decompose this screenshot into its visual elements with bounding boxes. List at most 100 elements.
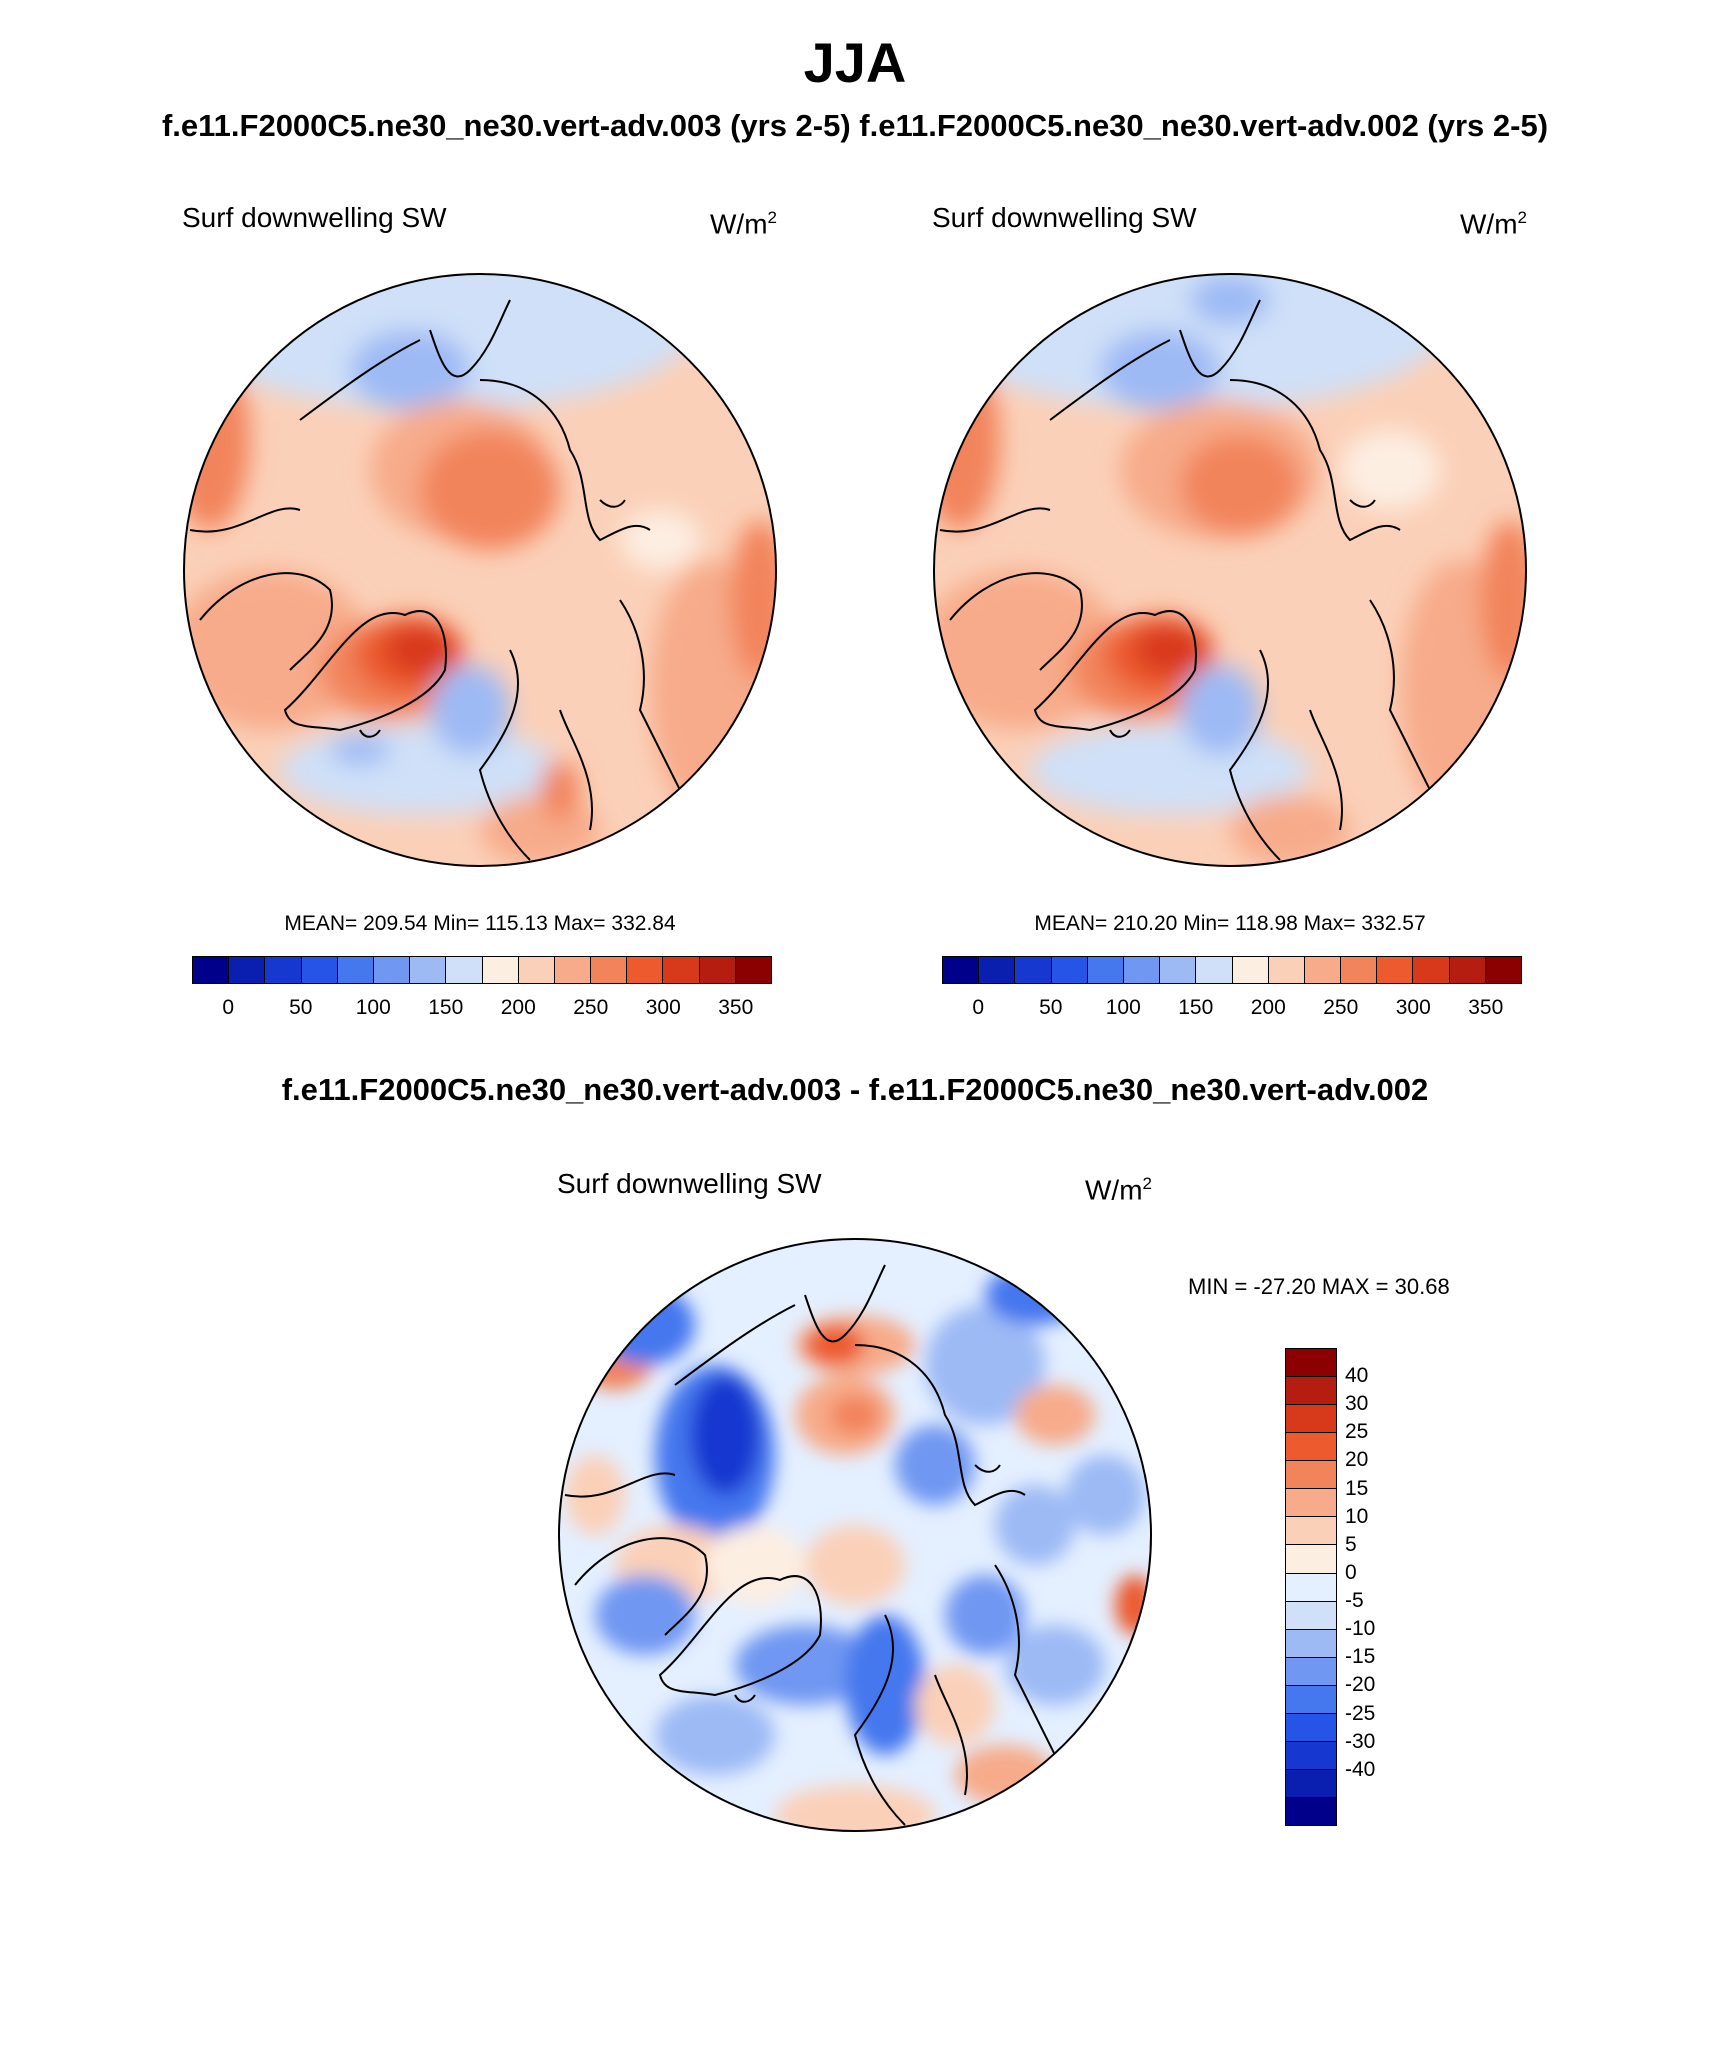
panel1-units: W/m2	[710, 208, 777, 240]
difference-colorbar-tick-label: 0	[1345, 1560, 1357, 1584]
panel1-colorbar-swatch	[301, 957, 338, 983]
difference-title: f.e11.F2000C5.ne30_ne30.vert-adv.003 - f…	[281, 1072, 1429, 1107]
panel1-colorbar-swatch	[482, 957, 519, 983]
panel1-colorbar-swatch	[337, 957, 374, 983]
panel2-colorbar-swatch	[1196, 957, 1233, 983]
difference-colorbar-tick-label: 5	[1345, 1532, 1357, 1556]
difference-colorbar-swatch	[1286, 1601, 1336, 1630]
panel1-polar-map	[183, 273, 777, 867]
panel1-colorbar-swatch	[373, 957, 411, 983]
panel2-colorbar-tick-label: 150	[1178, 996, 1214, 1019]
difference-colorbar-swatch	[1286, 1573, 1336, 1602]
difference-colorbar-tick-label: -10	[1345, 1617, 1376, 1641]
panel1-colorbar-tick-label: 350	[718, 996, 754, 1019]
difference-colorbar-tick-label: 15	[1345, 1476, 1369, 1500]
panel1-colorbar-tick-label: 0	[222, 996, 235, 1019]
difference-colorbar-tick-label: -5	[1345, 1589, 1364, 1613]
panel2-colorbar-swatch	[979, 957, 1016, 983]
panel2-colorbar-tick-label: 300	[1395, 996, 1431, 1019]
panel2-colorbar-tick-label: 250	[1323, 996, 1359, 1019]
panel2-colorbar-swatch	[1268, 957, 1305, 983]
difference-colorbar-tick-label: 40	[1345, 1364, 1369, 1388]
panel1-colorbar-swatch	[699, 957, 736, 983]
difference-colorbar-swatch	[1286, 1798, 1336, 1826]
difference-colorbar-swatch	[1286, 1489, 1336, 1518]
panel1-colorbar-swatch	[446, 957, 483, 983]
difference-colorbar-tick-label: -30	[1345, 1729, 1376, 1753]
panel2-colorbar	[942, 956, 1522, 984]
panel2-colorbar-tick-label: 50	[1039, 996, 1063, 1019]
difference-colorbar-swatch	[1286, 1657, 1336, 1686]
difference-colorbar-tick-label: -40	[1345, 1757, 1376, 1781]
panel2-colorbar-swatch	[1485, 957, 1521, 983]
difference-colorbar	[1285, 1348, 1337, 1826]
panel1-colorbar-tick-label: 250	[573, 996, 609, 1019]
panel1-colorbar-swatch	[410, 957, 447, 983]
panel2-stats: MEAN= 210.20 Min= 118.98 Max= 332.57	[1034, 912, 1426, 935]
panel2-colorbar-tick-label: 100	[1105, 996, 1141, 1019]
panel1-colorbar-tick-label: 100	[355, 996, 391, 1019]
difference-colorbar-ticks: 40 30 25 20 15 10 5 0 -5 -10 -15 -20 -25 -30 -40	[1345, 1348, 1425, 1826]
panel1-colorbar-swatch	[265, 957, 302, 983]
difference-colorbar-swatch	[1286, 1629, 1336, 1658]
panel1-colorbar-swatch	[554, 957, 592, 983]
difference-colorbar-swatch	[1286, 1769, 1336, 1798]
difference-colorbar-swatch	[1286, 1713, 1336, 1742]
panel2-colorbar-swatch	[1449, 957, 1486, 983]
difference-colorbar-tick-label: 10	[1345, 1504, 1369, 1528]
panel2-colorbar-swatch	[1341, 957, 1378, 983]
panel1-colorbar-tick-label: 50	[289, 996, 313, 1019]
panel2-colorbar-tick-label: 0	[972, 996, 985, 1019]
panel2-colorbar-ticks: 0 50 100 150 200 250 300 350	[942, 996, 1522, 1026]
panel1-colorbar-swatch	[518, 957, 555, 983]
panel2-colorbar-swatch	[1232, 957, 1269, 983]
panel1-colorbar-tick-label: 200	[500, 996, 536, 1019]
panel2-polar-map	[933, 273, 1527, 867]
main-title: JJA	[803, 31, 907, 94]
run-subtitle: f.e11.F2000C5.ne30_ne30.vert-adv.003 (yr…	[161, 108, 1549, 143]
difference-colorbar-swatch	[1286, 1517, 1336, 1546]
panel2-colorbar-swatch	[1123, 957, 1161, 983]
panel2-colorbar-swatch	[1015, 957, 1052, 983]
panel1-colorbar-swatch	[193, 957, 230, 983]
difference-colorbar-swatch	[1286, 1405, 1336, 1434]
panel3-stats: MIN = -27.20 MAX = 30.68	[1188, 1274, 1450, 1299]
panel2-colorbar-swatch	[943, 957, 980, 983]
difference-colorbar-tick-label: 30	[1345, 1392, 1369, 1416]
panel1-colorbar-tick-label: 300	[645, 996, 681, 1019]
difference-colorbar-swatch	[1286, 1741, 1336, 1770]
difference-colorbar-swatch	[1286, 1349, 1336, 1378]
panel3-variable-label: Surf downwelling SW	[557, 1168, 822, 1199]
panel3-units: W/m2	[1085, 1174, 1152, 1206]
panel2-colorbar-tick-label: 350	[1468, 996, 1504, 1019]
panel1-colorbar-ticks: 0 50 100 150 200 250 300 350	[192, 996, 772, 1026]
panel2-units: W/m2	[1460, 208, 1527, 240]
panel2-colorbar-swatch	[1304, 957, 1342, 983]
difference-colorbar-swatch	[1286, 1545, 1336, 1574]
panel2-colorbar-swatch	[1087, 957, 1124, 983]
difference-colorbar-swatch	[1286, 1433, 1336, 1462]
panel2-colorbar-swatch	[1051, 957, 1088, 983]
panel2-colorbar-swatch	[1413, 957, 1450, 983]
panel2-colorbar-swatch	[1160, 957, 1197, 983]
difference-colorbar-swatch	[1286, 1685, 1336, 1714]
difference-colorbar-tick-label: 20	[1345, 1448, 1369, 1472]
panel1-colorbar-swatch	[735, 957, 771, 983]
difference-colorbar-swatch	[1286, 1377, 1336, 1406]
difference-polar-map	[558, 1238, 1152, 1832]
panel1-colorbar-swatch	[229, 957, 266, 983]
panel2-variable-label: Surf downwelling SW	[932, 202, 1197, 233]
panel1-variable-label: Surf downwelling SW	[182, 202, 447, 233]
difference-colorbar-tick-label: -25	[1345, 1701, 1376, 1725]
panel1-colorbar-swatch	[591, 957, 628, 983]
panel2-colorbar-tick-label: 200	[1250, 996, 1286, 1019]
panel2-colorbar-swatch	[1377, 957, 1414, 983]
difference-colorbar-swatch	[1286, 1461, 1336, 1490]
difference-colorbar-tick-label: -15	[1345, 1645, 1376, 1669]
panel1-stats: MEAN= 209.54 Min= 115.13 Max= 332.84	[284, 912, 676, 935]
difference-colorbar-tick-label: 25	[1345, 1420, 1369, 1444]
panel1-colorbar	[192, 956, 772, 984]
panel1-colorbar-swatch	[663, 957, 700, 983]
panel1-colorbar-swatch	[627, 957, 664, 983]
difference-colorbar-tick-label: -20	[1345, 1673, 1376, 1697]
